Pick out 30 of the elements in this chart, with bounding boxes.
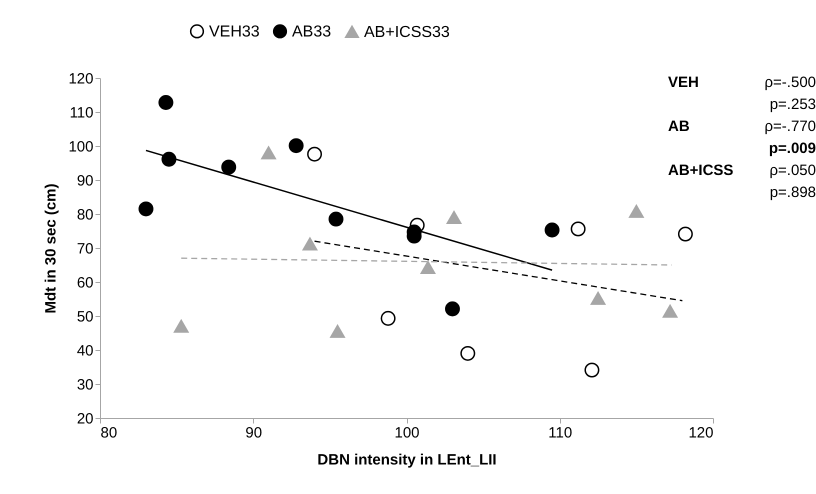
legend-label: AB+ICSS33 (364, 24, 450, 41)
text: ρ=-.770 (764, 118, 816, 135)
y-axis-title: Mdt in 30 sec (cm) (42, 183, 60, 314)
legend-label: AB33 (292, 23, 332, 40)
y-tick-label: 90 (76, 172, 94, 190)
text: p=.898 (770, 184, 816, 201)
x-tick-label: 90 (245, 424, 262, 442)
y-tick-label: 20 (76, 410, 94, 428)
y-tick-label: 40 (76, 342, 94, 360)
text: p=.253 (770, 96, 816, 113)
x-tick-label: 80 (100, 424, 118, 442)
legend-label: VEH33 (209, 23, 260, 40)
y-tick-label: 100 (68, 138, 94, 156)
y-tick-label: 110 (70, 104, 94, 122)
text: ρ=.050 (770, 162, 816, 179)
y-tick-label: 70 (76, 240, 94, 258)
annotation: VEH (668, 74, 699, 91)
y-tick-label: 50 (76, 308, 94, 326)
annotation: AB+ICSS (668, 162, 734, 179)
x-tick-label: 100 (394, 424, 420, 442)
x-tick-label: 120 (688, 424, 714, 442)
x-axis-title: DBN intensity in LEnt_LII (317, 452, 497, 468)
y-tick-label: 120 (68, 70, 94, 88)
y-tick-label: 60 (76, 274, 94, 292)
annotation: AB (668, 118, 690, 135)
y-tick-label: 30 (76, 376, 94, 394)
y-tick-label: 80 (76, 206, 94, 224)
x-tick-label: 110 (548, 424, 572, 442)
text: p=.009 (768, 140, 816, 157)
text: ρ=-.500 (764, 74, 816, 91)
